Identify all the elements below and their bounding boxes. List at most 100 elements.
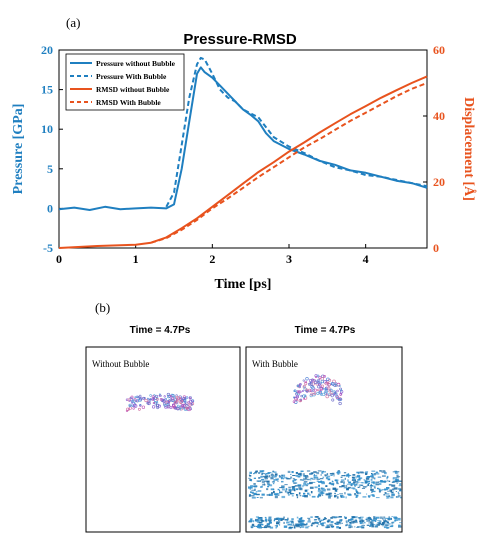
wall-atom [321,525,325,527]
wall-atom [357,492,362,495]
wall-atom [285,488,288,491]
wall-atom [398,492,400,495]
wall-atom [346,488,349,491]
molecule-atom [317,378,321,382]
wall-atom [378,520,382,523]
wall-atom [266,482,270,485]
wall-atom [343,472,347,474]
molecule-atom [185,407,188,410]
y-right-tick-label: 60 [433,43,445,57]
wall-atom [320,478,324,480]
wall-atom [397,517,401,520]
wall-atom [295,524,300,527]
wall-atom [258,522,262,524]
wall-atom [373,477,376,480]
snapshot-frame-with-bubble [245,346,403,533]
wall-atom [348,484,352,486]
wall-atom [370,494,373,496]
molecule-atom [148,398,152,402]
wall-atom [375,525,378,528]
wall-atom [341,495,345,498]
molecule-atom [169,394,172,397]
wall-atom [372,521,374,524]
molecule-atom [330,394,334,398]
wall-atom [250,525,254,528]
molecule-atom [156,397,159,400]
wall-atom [326,524,330,527]
wall-atom [306,470,311,472]
molecule-atom [187,401,191,405]
wall-atom [253,525,256,527]
wall-atom [353,484,355,486]
wall-atom [264,519,268,522]
wall-atom [334,523,338,525]
wall-atom [345,524,349,526]
wall-atom [283,525,288,528]
wall-atom [317,470,322,472]
wall-atom [264,516,267,519]
wall-atom [296,516,299,519]
wall-atom [371,470,376,472]
wall-atom [317,490,322,493]
molecule-atom [316,391,320,395]
wall-atom [364,479,368,482]
wall-atom [375,481,380,483]
wall-atom [287,491,292,493]
wall-atom [345,496,347,499]
wall-atom [367,517,372,520]
wall-atom [307,492,310,495]
x-tick-label: 0 [56,252,62,266]
wall-atom [362,523,364,525]
wall-atom [355,479,357,482]
wall-atom [383,526,388,529]
wall-atom [378,481,380,483]
wall-atom [312,522,316,524]
wall-atom [307,483,311,485]
wall-atom [392,471,396,473]
wall-atom [321,490,324,493]
molecule-atom [305,377,309,381]
wall-atom [250,491,254,493]
wall-atom [375,517,377,521]
wall-atom [266,488,269,491]
molecule-atom [190,403,194,406]
wall-atom [373,485,376,488]
wall-atom [366,485,368,487]
wall-atom [399,489,402,492]
wall-atom [346,487,350,489]
wall-atom [311,495,316,498]
wall-atom [348,525,351,527]
molecule-atom [158,394,161,397]
wall-atom [281,477,283,480]
wall-atom [332,487,337,490]
wall-atom [279,487,283,489]
molecule-atom [142,396,146,400]
molecule-atom [174,406,178,410]
bubble-wall-lower [248,516,403,530]
x-tick-label: 2 [209,252,215,266]
molecule-atom [137,407,141,411]
wall-atom [327,478,331,481]
wall-atom [289,526,292,529]
wall-atom [392,488,395,491]
wall-atom [343,481,345,483]
wall-atom [392,521,395,524]
wall-atom [351,521,355,524]
wall-atom [352,482,356,484]
wall-atom [395,491,397,492]
wall-atom [351,516,355,519]
wall-atom [313,474,318,477]
wall-atom [348,519,352,521]
wall-atom [369,518,372,521]
wall-atom [326,526,330,528]
molecule-atom [129,396,132,399]
molecule-atom [311,382,315,386]
wall-atom [288,524,291,525]
wall-atom [315,522,319,524]
wall-atom [326,473,329,476]
wall-atom [381,489,385,491]
wall-atom [374,520,377,522]
molecule-atom [299,398,303,402]
molecule-atom [301,390,304,392]
wall-atom [275,478,278,481]
